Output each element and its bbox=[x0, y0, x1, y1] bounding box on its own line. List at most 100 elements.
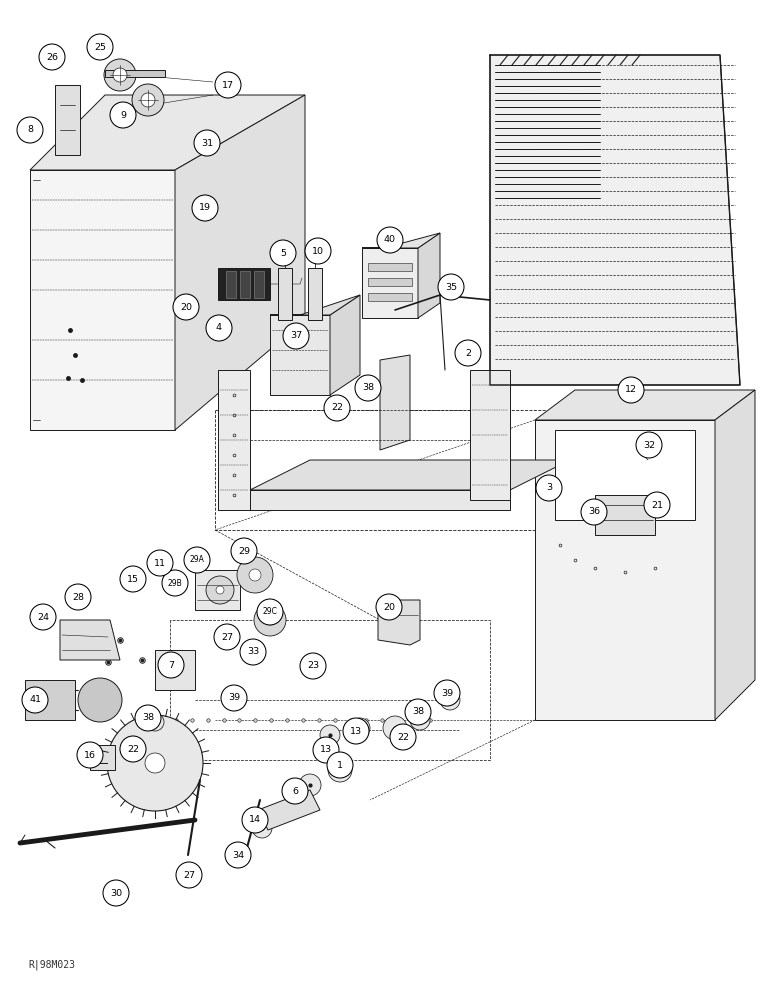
Text: 37: 37 bbox=[290, 332, 302, 340]
Text: 20: 20 bbox=[383, 602, 395, 611]
Circle shape bbox=[313, 737, 339, 763]
Circle shape bbox=[22, 687, 48, 713]
Circle shape bbox=[158, 652, 184, 678]
Circle shape bbox=[77, 742, 103, 768]
Circle shape bbox=[410, 710, 430, 730]
Polygon shape bbox=[278, 268, 292, 320]
Circle shape bbox=[225, 842, 251, 868]
Polygon shape bbox=[90, 745, 115, 770]
Polygon shape bbox=[535, 390, 755, 420]
Text: 2: 2 bbox=[465, 349, 471, 358]
Circle shape bbox=[145, 753, 165, 773]
Polygon shape bbox=[175, 95, 305, 430]
Text: 24: 24 bbox=[37, 612, 49, 621]
Circle shape bbox=[110, 102, 136, 128]
Text: 38: 38 bbox=[362, 383, 374, 392]
Text: 10: 10 bbox=[312, 246, 324, 255]
Text: 28: 28 bbox=[72, 592, 84, 601]
Polygon shape bbox=[226, 271, 236, 298]
Circle shape bbox=[214, 624, 240, 650]
Text: 29A: 29A bbox=[189, 556, 204, 564]
Circle shape bbox=[644, 492, 670, 518]
Polygon shape bbox=[380, 355, 410, 450]
Text: 22: 22 bbox=[331, 403, 343, 412]
Circle shape bbox=[104, 59, 136, 91]
Polygon shape bbox=[715, 390, 755, 720]
Circle shape bbox=[226, 691, 244, 709]
Circle shape bbox=[141, 93, 155, 107]
Circle shape bbox=[107, 715, 203, 811]
Circle shape bbox=[350, 718, 370, 738]
Circle shape bbox=[455, 340, 481, 366]
Text: 14: 14 bbox=[249, 816, 261, 824]
Polygon shape bbox=[535, 420, 715, 720]
Circle shape bbox=[173, 294, 199, 320]
Circle shape bbox=[176, 862, 202, 888]
Circle shape bbox=[438, 274, 464, 300]
Circle shape bbox=[192, 195, 218, 221]
Text: 32: 32 bbox=[643, 440, 655, 450]
Circle shape bbox=[194, 130, 220, 156]
Polygon shape bbox=[55, 85, 80, 155]
Circle shape bbox=[282, 778, 308, 804]
Text: 35: 35 bbox=[445, 282, 457, 292]
Polygon shape bbox=[330, 295, 360, 395]
Text: 29B: 29B bbox=[168, 578, 182, 587]
Polygon shape bbox=[362, 233, 440, 248]
Text: 31: 31 bbox=[201, 138, 213, 147]
Text: 13: 13 bbox=[320, 746, 332, 754]
Circle shape bbox=[162, 570, 188, 596]
Circle shape bbox=[240, 639, 266, 665]
Circle shape bbox=[30, 604, 56, 630]
Polygon shape bbox=[30, 170, 175, 430]
Circle shape bbox=[132, 84, 164, 116]
Text: 17: 17 bbox=[222, 81, 234, 90]
Text: 36: 36 bbox=[588, 508, 600, 516]
Text: 39: 39 bbox=[441, 688, 453, 698]
Polygon shape bbox=[218, 370, 250, 510]
Polygon shape bbox=[362, 248, 418, 318]
Circle shape bbox=[440, 690, 460, 710]
Circle shape bbox=[215, 72, 241, 98]
Text: 30: 30 bbox=[110, 888, 122, 898]
Polygon shape bbox=[250, 490, 510, 510]
Polygon shape bbox=[368, 263, 412, 271]
Polygon shape bbox=[258, 790, 320, 830]
Circle shape bbox=[320, 725, 340, 745]
Polygon shape bbox=[368, 278, 412, 286]
Circle shape bbox=[536, 475, 562, 501]
Text: 40: 40 bbox=[384, 235, 396, 244]
Text: 38: 38 bbox=[142, 714, 154, 722]
Circle shape bbox=[120, 566, 146, 592]
Polygon shape bbox=[218, 268, 270, 300]
Circle shape bbox=[254, 604, 286, 636]
Polygon shape bbox=[595, 495, 655, 535]
Text: 13: 13 bbox=[350, 726, 362, 736]
Circle shape bbox=[231, 538, 257, 564]
Text: 23: 23 bbox=[307, 662, 319, 670]
Text: 19: 19 bbox=[199, 204, 211, 213]
Text: 6: 6 bbox=[292, 786, 298, 796]
Circle shape bbox=[206, 315, 232, 341]
Circle shape bbox=[405, 699, 431, 725]
Polygon shape bbox=[105, 70, 165, 77]
Circle shape bbox=[221, 685, 247, 711]
Polygon shape bbox=[555, 430, 695, 520]
Circle shape bbox=[300, 653, 326, 679]
Circle shape bbox=[113, 68, 127, 82]
Circle shape bbox=[270, 240, 296, 266]
Circle shape bbox=[265, 615, 275, 625]
Circle shape bbox=[17, 117, 43, 143]
Polygon shape bbox=[368, 293, 412, 301]
Text: 27: 27 bbox=[183, 870, 195, 880]
Circle shape bbox=[328, 758, 352, 782]
Polygon shape bbox=[155, 650, 195, 690]
Text: 9: 9 bbox=[120, 110, 126, 119]
Polygon shape bbox=[308, 268, 322, 320]
Text: 15: 15 bbox=[127, 574, 139, 584]
Circle shape bbox=[390, 724, 416, 750]
Circle shape bbox=[434, 680, 460, 706]
Circle shape bbox=[252, 818, 272, 838]
Circle shape bbox=[237, 557, 273, 593]
Polygon shape bbox=[418, 233, 440, 318]
